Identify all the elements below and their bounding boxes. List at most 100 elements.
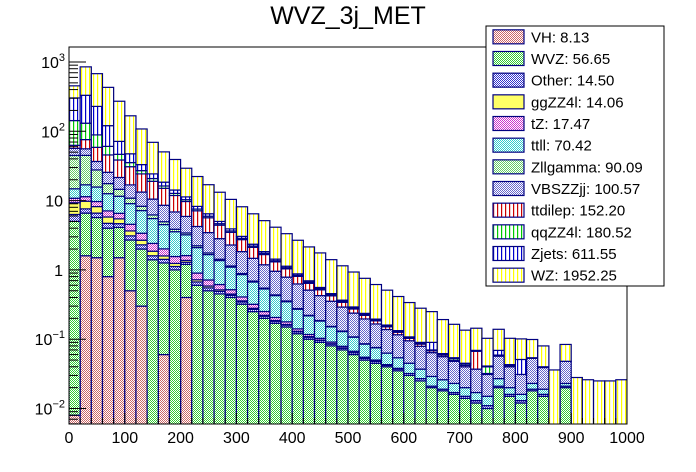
bar-wz-bin-49 <box>615 379 627 424</box>
bar-wz-bin-29 <box>392 295 405 332</box>
bar-vbszzjj-bin-18 <box>269 270 282 296</box>
bar-zllgamma-bin-1 <box>79 154 92 186</box>
bar-vbszzjj-bin-29 <box>392 334 405 359</box>
bar-wz-bin-41 <box>525 338 539 359</box>
bar-wz-bin-35 <box>459 329 472 364</box>
bar-ttdilep-bin-4 <box>113 159 126 179</box>
bar-vbszzjj-bin-30 <box>403 340 416 364</box>
bar-other-bin-1 <box>79 208 92 214</box>
bar-wz-bin-12 <box>202 184 215 215</box>
legend-box <box>485 25 665 287</box>
bar-wvz-bin-24 <box>336 349 349 424</box>
bar-ttdilep-bin-2 <box>90 146 104 163</box>
bar-wvz-bin-3 <box>101 227 115 278</box>
bar-vbszzjj-bin-21 <box>302 289 316 316</box>
legend-entry-ggzz4l: ggZZ4l: 14.06 <box>492 94 624 111</box>
bar-vbszzjj-bin-14 <box>224 244 238 267</box>
bar-ttll-bin-3 <box>101 193 115 212</box>
legend-swatch <box>492 159 525 175</box>
legend-swatch <box>492 267 525 283</box>
bar-tz-bin-4 <box>113 212 126 220</box>
bar-ttll-bin-34 <box>447 382 461 394</box>
legend-label: ggZZ4l: 14.06 <box>531 94 624 111</box>
bar-wvz-bin-16 <box>246 311 260 424</box>
bar-ttdilep-bin-36 <box>470 350 483 370</box>
bar-ttll-bin-2 <box>90 186 104 203</box>
bar-ttdilep-bin-23 <box>325 295 338 302</box>
bar-tz-bin-10 <box>180 254 193 262</box>
bar-wz-bin-27 <box>369 283 383 320</box>
bar-vbszzjj-bin-41 <box>525 357 539 385</box>
bar-wvz-bin-19 <box>280 326 293 424</box>
bar-wvz-bin-13 <box>213 293 226 424</box>
bar-tz-bin-9 <box>168 255 182 265</box>
bar-ttdilep-bin-12 <box>202 217 215 234</box>
bar-tz-bin-13 <box>213 283 226 291</box>
bar-wvz-bin-26 <box>358 359 371 424</box>
bar-wz-bin-20 <box>291 239 304 275</box>
bar-ttdilep-bin-3 <box>101 154 115 173</box>
bar-wz-bin-31 <box>414 307 427 343</box>
bar-tz-bin-12 <box>202 279 215 287</box>
bar-ttll-bin-35 <box>459 387 472 397</box>
bar-wz-bin-9 <box>168 158 182 191</box>
bar-ttll-bin-40 <box>514 393 528 402</box>
bar-vh-bin-2 <box>90 257 104 424</box>
bar-vbszzjj-bin-27 <box>369 323 383 349</box>
bar-ttll-bin-21 <box>302 315 316 336</box>
bar-wvz-bin-44 <box>559 387 572 424</box>
bar-wvz-bin-36 <box>470 402 483 424</box>
bar-vbszzjj-bin-37 <box>481 373 494 397</box>
bar-wvz-bin-27 <box>369 362 383 424</box>
bar-ttdilep-bin-24 <box>336 301 349 308</box>
bar-tz-bin-16 <box>246 303 260 309</box>
bar-wz-bin-23 <box>325 259 338 295</box>
bar-vbszzjj-bin-10 <box>180 215 193 234</box>
bar-ttll-bin-19 <box>280 301 293 323</box>
legend-swatch <box>492 115 525 132</box>
bar-ggzz4l-bin-4 <box>113 218 126 225</box>
bar-wz-bin-4 <box>113 100 126 142</box>
bar-ttdilep-bin-19 <box>280 268 293 278</box>
legend-entry-vbszzjj: VBSZZjj: 100.57 <box>492 180 640 198</box>
legend: VH: 8.13 WVZ: 56.65 Other: 14.50 ggZZ4l: 14… <box>485 25 665 287</box>
bar-wz-bin-19 <box>280 233 293 267</box>
bar-wvz-bin-1 <box>79 212 92 257</box>
bar-wvz-bin-11 <box>191 284 204 424</box>
bar-wz-bin-40 <box>514 338 528 361</box>
legend-entry-vh: VH: 8.13 <box>492 29 589 46</box>
bar-vh-bin-0 <box>69 414 81 424</box>
bar-ttdilep-bin-8 <box>157 187 171 206</box>
bar-wz-bin-8 <box>157 151 171 183</box>
bar-wz-bin-3 <box>101 86 115 127</box>
bar-wz-bin-26 <box>358 277 371 314</box>
bar-wvz-bin-23 <box>325 345 338 424</box>
legend-entry-wvz: WVZ: 56.65 <box>492 50 610 68</box>
bar-ttll-bin-1 <box>79 184 92 198</box>
bar-wz-bin-24 <box>336 265 349 301</box>
bar-wz-bin-28 <box>380 289 394 326</box>
bar-zjets-bin-5 <box>124 153 137 164</box>
bar-wz-bin-15 <box>235 206 249 237</box>
legend-entry-other: Other: 14.50 <box>492 72 614 90</box>
bar-ttll-bin-38 <box>492 378 505 387</box>
bar-other-bin-5 <box>124 235 137 241</box>
bar-vbszzjj-bin-3 <box>101 171 115 185</box>
bar-wvz-bin-28 <box>380 366 394 424</box>
bar-wvz-bin-40 <box>514 402 528 424</box>
legend-label: WVZ: 56.65 <box>531 51 610 68</box>
bar-wz-bin-34 <box>447 323 461 359</box>
bar-vbszzjj-bin-32 <box>425 352 438 378</box>
bar-wz-bin-38 <box>492 328 505 351</box>
bar-vbszzjj-bin-35 <box>459 366 472 389</box>
bar-vbszzjj-bin-9 <box>168 211 182 230</box>
bar-ttdilep-bin-22 <box>313 289 327 297</box>
x-tick-label: 200 <box>167 430 194 447</box>
bar-vbszzjj-bin-1 <box>79 148 92 156</box>
bar-tz-bin-2 <box>90 200 104 208</box>
bar-zjets-bin-3 <box>101 125 115 147</box>
legend-label: ttdilep: 152.20 <box>531 203 625 220</box>
bar-ttll-bin-36 <box>470 391 483 402</box>
bar-ttll-bin-12 <box>202 253 215 281</box>
bar-zjets-bin-7 <box>146 173 159 180</box>
